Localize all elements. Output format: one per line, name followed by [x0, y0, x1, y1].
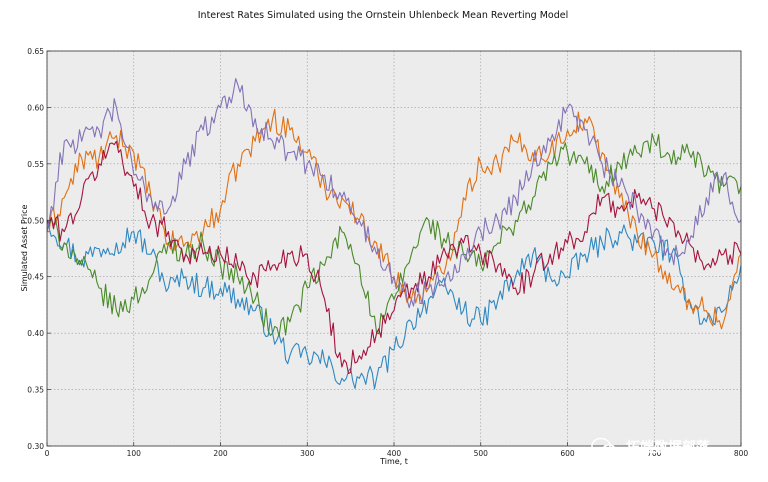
series-group — [46, 78, 742, 390]
x-tick-label: 300 — [300, 449, 315, 458]
y-tick-label: 0.35 — [27, 386, 44, 395]
y-tick-label: 0.55 — [27, 160, 44, 169]
y-tick-label: 0.30 — [27, 442, 44, 451]
y-tick-label: 0.65 — [27, 47, 44, 56]
y-tick-label: 0.50 — [27, 216, 44, 225]
watermark: 拓端数据部落 https://blog.csdn.net/qq_19600291 — [512, 437, 723, 473]
x-tick-label: 700 — [647, 449, 662, 458]
wechat-icon — [591, 437, 617, 458]
y-axis-label: Simulated Asset Price — [20, 204, 29, 291]
x-tick-label: 400 — [387, 449, 402, 458]
x-axis-label: Time, t — [379, 457, 408, 466]
chart-title: Interest Rates Simulated using the Ornst… — [198, 10, 569, 21]
watermark-brand: 拓端数据部落 — [626, 439, 711, 456]
x-tick-label: 500 — [474, 449, 489, 458]
watermark-url: https://blog.csdn.net/qq_19600291 — [512, 459, 723, 473]
x-tick-label: 100 — [127, 449, 142, 458]
y-axis-ticks: 0.30 0.35 0.40 0.45 0.50 0.55 0.60 0.65 — [27, 47, 51, 451]
series-line-5 — [46, 78, 742, 309]
series-line-4 — [46, 140, 742, 375]
series-line-1 — [46, 220, 742, 390]
series-line-3 — [46, 132, 742, 337]
y-tick-label: 0.40 — [27, 329, 44, 338]
x-axis-ticks: 0 100 200 300 400 500 600 700 800 — [45, 442, 749, 458]
x-tick-label: 800 — [734, 449, 749, 458]
x-tick-label: 600 — [560, 449, 575, 458]
y-tick-label: 0.60 — [27, 103, 44, 112]
y-tick-label: 0.45 — [27, 273, 44, 282]
x-tick-label: 0 — [45, 449, 50, 458]
x-tick-label: 200 — [213, 449, 228, 458]
